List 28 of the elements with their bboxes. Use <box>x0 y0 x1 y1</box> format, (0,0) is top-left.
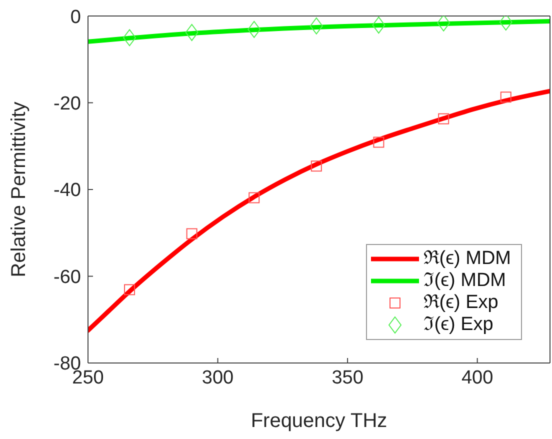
point <box>310 17 323 34</box>
point <box>499 16 512 31</box>
point <box>438 113 450 124</box>
legend-label: ℑ(ϵ) MDM <box>423 270 506 292</box>
point <box>500 92 512 103</box>
point <box>185 24 198 41</box>
point <box>373 136 384 148</box>
legend-label: ℜ(ϵ) MDM <box>423 248 511 270</box>
x-tick-label: 400 <box>461 367 494 388</box>
y-tick-label: 0 <box>70 6 81 28</box>
point <box>123 29 136 46</box>
y-tick-label: -40 <box>54 180 81 202</box>
y-tick-label: -60 <box>54 266 81 288</box>
x-tick-label: 300 <box>202 367 234 388</box>
point <box>124 284 136 296</box>
y-tick-label: -20 <box>54 93 81 114</box>
y-axis-title: Relative Permittivity <box>8 102 30 278</box>
point <box>248 20 261 38</box>
x-tick-label: 350 <box>332 367 364 388</box>
legend-label: ℜ(ϵ) Exp <box>423 292 498 314</box>
point <box>310 160 322 172</box>
legend-label: ℑ(ϵ) Exp <box>423 314 494 336</box>
line-series <box>88 88 550 333</box>
point <box>248 192 260 204</box>
x-axis-title: Frequency THz <box>250 410 388 432</box>
point <box>186 228 198 240</box>
point <box>437 16 450 32</box>
point <box>372 16 386 34</box>
